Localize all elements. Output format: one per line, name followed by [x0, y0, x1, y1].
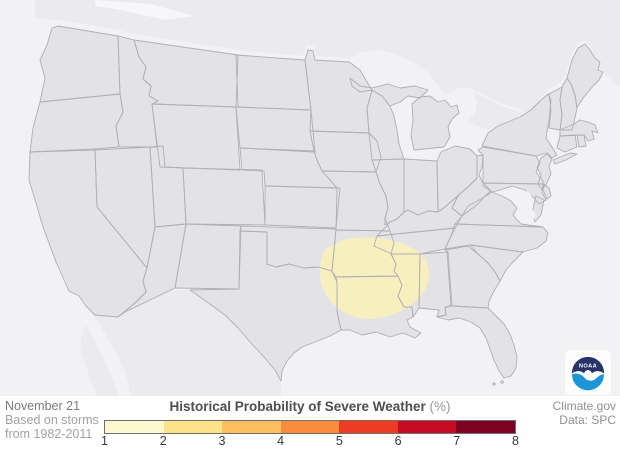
legend-colorbar [104, 420, 516, 434]
probability-highlight-region [319, 237, 430, 319]
noaa-logo-text: NOAA [579, 363, 597, 369]
canada-coast-highlight [95, 0, 195, 20]
credits-block: Climate.gov Data: SPC [553, 399, 616, 427]
legend-segment-3 [222, 421, 281, 433]
legend-tick: 4 [277, 434, 285, 448]
gulf-of-california [77, 302, 131, 396]
legend-segment-7 [456, 421, 516, 433]
lake-superior [345, 50, 436, 90]
chesapeake-bay [524, 190, 536, 222]
date-label: November 21 [5, 399, 81, 413]
legend-title-unit: (%) [429, 399, 451, 414]
mexico-landmass [80, 290, 281, 396]
lake-huron [445, 87, 477, 121]
basis-line-1: Based on storms [5, 413, 99, 427]
legend-segment-5 [339, 421, 398, 433]
legend-title: Historical Probability of Severe Weather… [169, 399, 451, 414]
lake-michigan [390, 96, 414, 158]
legend-tick: 6 [394, 434, 402, 448]
legend-segment-2 [163, 421, 223, 433]
legend-tick: 2 [159, 434, 167, 448]
us-map [0, 0, 620, 396]
date-block: November 21 Based on storms from 1982-20… [5, 399, 99, 441]
legend-segment-6 [397, 421, 457, 433]
lake-erie [450, 114, 488, 142]
canada-landmass [35, 0, 620, 117]
legend-footer: November 21 Based on storms from 1982-20… [0, 396, 620, 450]
map-area: NOAA [0, 0, 620, 396]
legend-tick: 8 [512, 434, 519, 448]
credit-data: Data: SPC [559, 413, 616, 427]
basis-line-2: from 1982-2011 [5, 427, 93, 441]
legend-tick: 7 [453, 434, 461, 448]
legend-segment-4 [280, 421, 340, 433]
legend-tick: 3 [218, 434, 226, 448]
noaa-logo: NOAA [565, 350, 611, 395]
credit-site: Climate.gov [552, 399, 616, 413]
legend-tick: 1 [101, 434, 108, 448]
legend-segment-1 [105, 421, 164, 433]
legend-tick: 5 [335, 434, 343, 448]
noaa-emblem-icon: NOAA [571, 355, 605, 390]
legend-tick-labels: 1 2 3 4 5 6 7 8 [101, 434, 519, 448]
